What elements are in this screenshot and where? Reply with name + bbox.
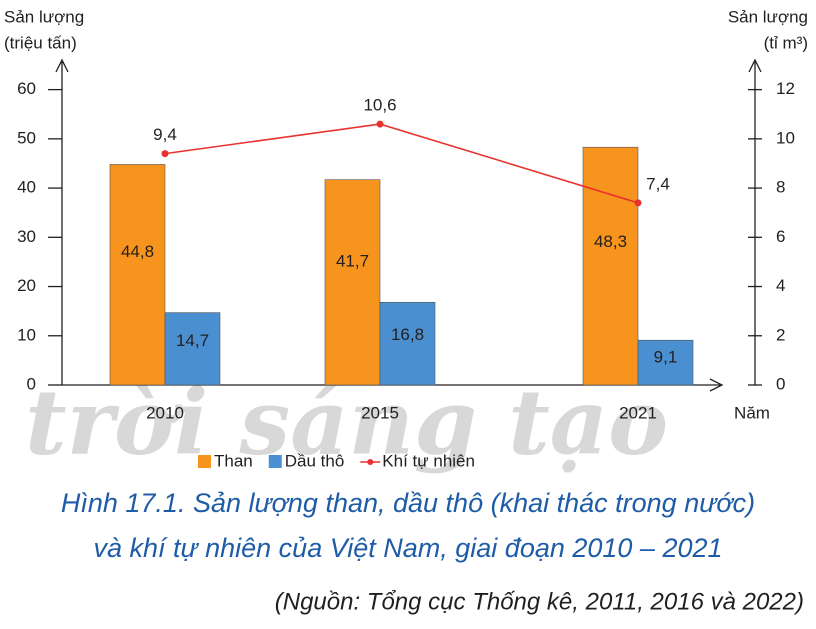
y-axis [55,58,69,385]
bar [582,146,639,386]
x-tick-label: 2021 [619,403,657,422]
y-tick-label: 20 [17,276,36,295]
source: (Nguồn: Tổng cục Thống kê, 2011, 2016 và… [275,588,804,615]
y-tick-label: 0 [27,374,36,393]
watermark: trời sáng tạo [25,370,668,476]
y-axis-title: Sản lượng [4,7,84,26]
legend-label: Dầu thô [285,451,345,470]
bar-value-label: 16,8 [391,325,424,344]
x-tick-label: 2010 [146,403,184,422]
y2-axis-title: (tỉ m³) [764,33,808,52]
y2-tick-label: 6 [776,227,785,246]
line-point [161,150,169,158]
bar-value-label: 41,7 [336,251,369,270]
bar [164,312,221,386]
y-tick-label: 50 [17,128,36,147]
legend-label: Khí tự nhiên [382,451,475,470]
line [164,123,639,204]
y-tick-label: 60 [17,79,36,98]
y2-axis [748,58,762,385]
y-tick-label: 10 [17,325,36,344]
line-value-label: 10,6 [363,96,396,115]
line-value-label: 9,4 [153,125,177,144]
y2-tick-label: 12 [776,79,795,98]
bar-value-label: 9,1 [654,348,678,367]
x-axis-title: Năm [734,403,770,422]
bar [379,301,436,386]
bar-value-label: 44,8 [121,242,154,261]
bar [109,164,166,386]
y2-tick-label: 10 [776,128,795,147]
legend-label: Than [214,451,253,470]
y-axis-title: (triệu tấn) [4,33,77,52]
line-value-label: 7,4 [646,174,670,193]
caption: và khí tự nhiên của Việt Nam, giai đoạn … [93,533,722,563]
y2-axis-title: Sản lượng [728,7,808,26]
bar-value-label: 14,7 [176,331,209,350]
line-point [376,120,384,128]
legend-swatch [268,455,282,468]
y2-tick-label: 2 [776,325,785,344]
x-tick-label: 2015 [361,403,399,422]
legend-swatch [198,455,211,468]
bar-value-label: 48,3 [594,232,627,251]
line-point [634,199,642,207]
y2-tick-label: 4 [776,276,785,295]
legend-swatch [367,459,374,465]
y2-tick-label: 0 [776,374,785,393]
bar [637,339,694,386]
y-tick-label: 30 [17,227,36,246]
y2-tick-label: 8 [776,178,785,197]
caption: Hình 17.1. Sản lượng than, dầu thô (khai… [61,488,755,518]
bar [324,179,381,386]
y-tick-label: 40 [17,178,36,197]
